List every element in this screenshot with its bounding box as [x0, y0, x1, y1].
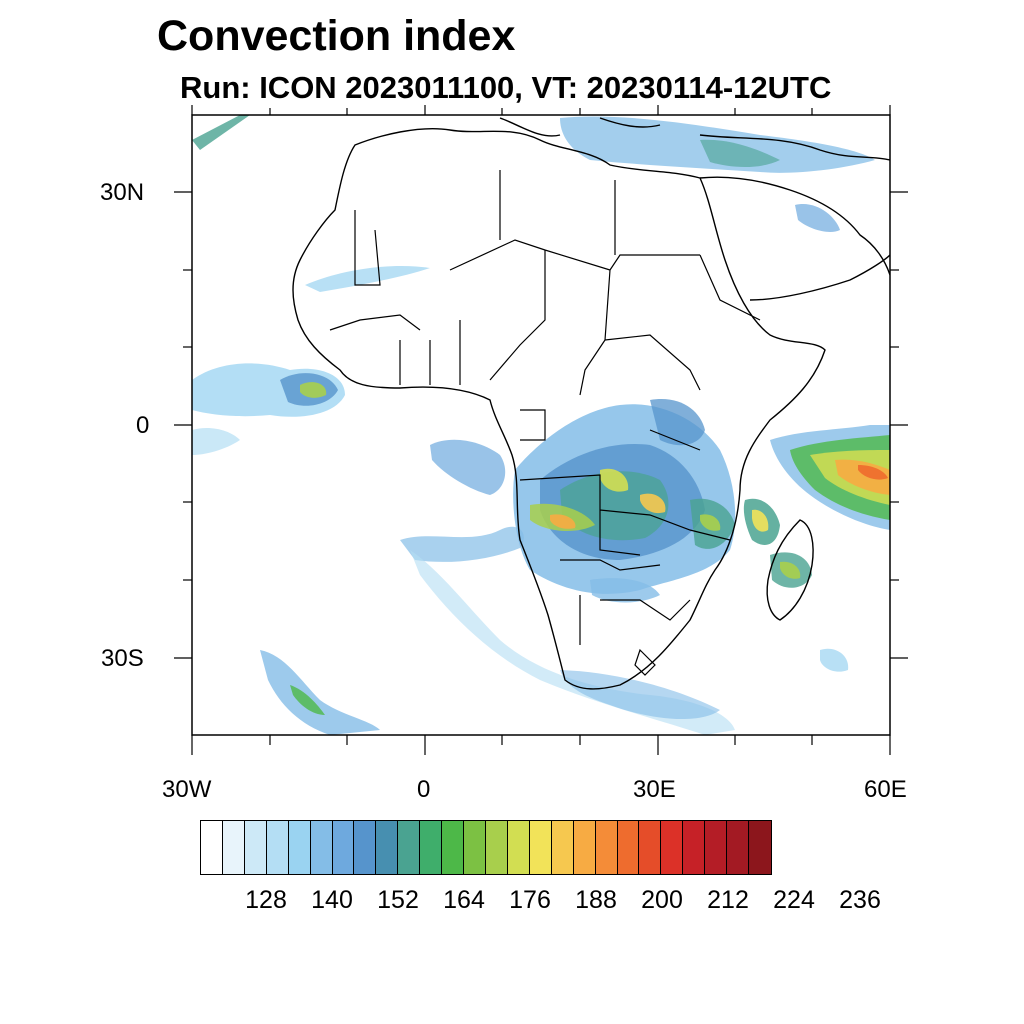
convection-field — [192, 115, 890, 735]
colorbar-swatch — [727, 821, 750, 874]
colorbar-swatch — [617, 821, 640, 874]
chart-subtitle: Run: ICON 2023011100, VT: 20230114-12UTC — [180, 70, 832, 105]
colorbar-swatch — [310, 821, 333, 874]
lon-label-30w: 30W — [162, 776, 212, 803]
colorbar-swatch — [332, 821, 355, 874]
africa-coastline — [292, 127, 826, 690]
map-frame — [191, 114, 891, 736]
colorbar-swatch — [442, 821, 465, 874]
colorbar — [200, 820, 772, 875]
colorbar-tick-label: 188 — [575, 886, 617, 914]
colorbar-swatch — [507, 821, 530, 874]
colorbar-swatch — [376, 821, 399, 874]
colorbar-swatch — [288, 821, 311, 874]
colorbar-swatch — [398, 821, 421, 874]
colorbar-swatch — [705, 821, 728, 874]
axis-ticks — [174, 105, 908, 755]
chart-title: Convection index — [157, 12, 516, 60]
colorbar-swatch — [485, 821, 508, 874]
arabia-coastline — [699, 176, 890, 301]
convection-area-madagascar — [743, 498, 812, 588]
country-borders — [329, 170, 761, 676]
colorbar-swatch — [529, 821, 552, 874]
lat-label-30n: 30N — [100, 179, 145, 206]
lat-label-equator: 0 — [136, 412, 150, 439]
colorbar-tick-label: 200 — [641, 886, 683, 914]
colorbar-swatch — [573, 821, 596, 874]
colorbar-swatch — [201, 821, 223, 874]
colorbar-tick-label: 152 — [377, 886, 419, 914]
colorbar-swatch — [420, 821, 443, 874]
colorbar-tick-label: 128 — [245, 886, 287, 914]
colorbar-swatch — [661, 821, 684, 874]
coastlines-and-borders — [292, 117, 890, 690]
colorbar-swatch — [749, 821, 771, 874]
lat-label-30s: 30S — [101, 645, 144, 672]
mediterranean-north-coast — [499, 117, 890, 161]
convection-area-mediterranean — [192, 115, 875, 292]
colorbar-swatch — [464, 821, 486, 874]
convection-area-indian-ocean — [770, 425, 890, 530]
lon-label-60e: 60E — [864, 776, 907, 803]
colorbar-tick-label: 140 — [311, 886, 353, 914]
colorbar-swatch — [595, 821, 618, 874]
colorbar-swatch — [683, 821, 706, 874]
convection-area-south-atlantic — [260, 526, 849, 735]
colorbar-tick-label: 224 — [773, 886, 815, 914]
colorbar-tick-label: 212 — [707, 886, 749, 914]
colorbar-tick-label: 236 — [839, 886, 881, 914]
colorbar-swatch — [266, 821, 289, 874]
colorbar-tick-label: 176 — [509, 886, 551, 914]
convection-area-atlantic — [192, 363, 506, 495]
colorbar-swatch — [222, 821, 245, 874]
lon-label-0: 0 — [417, 776, 431, 803]
lon-label-30e: 30E — [633, 776, 676, 803]
convection-area-east-africa — [650, 399, 735, 549]
colorbar-tick-label: 164 — [443, 886, 485, 914]
colorbar-swatch — [551, 821, 574, 874]
colorbar-swatch — [244, 821, 267, 874]
madagascar-coastline — [766, 519, 814, 621]
colorbar-swatch — [354, 821, 377, 874]
convection-area-central-africa — [513, 404, 736, 603]
colorbar-swatch — [639, 821, 662, 874]
